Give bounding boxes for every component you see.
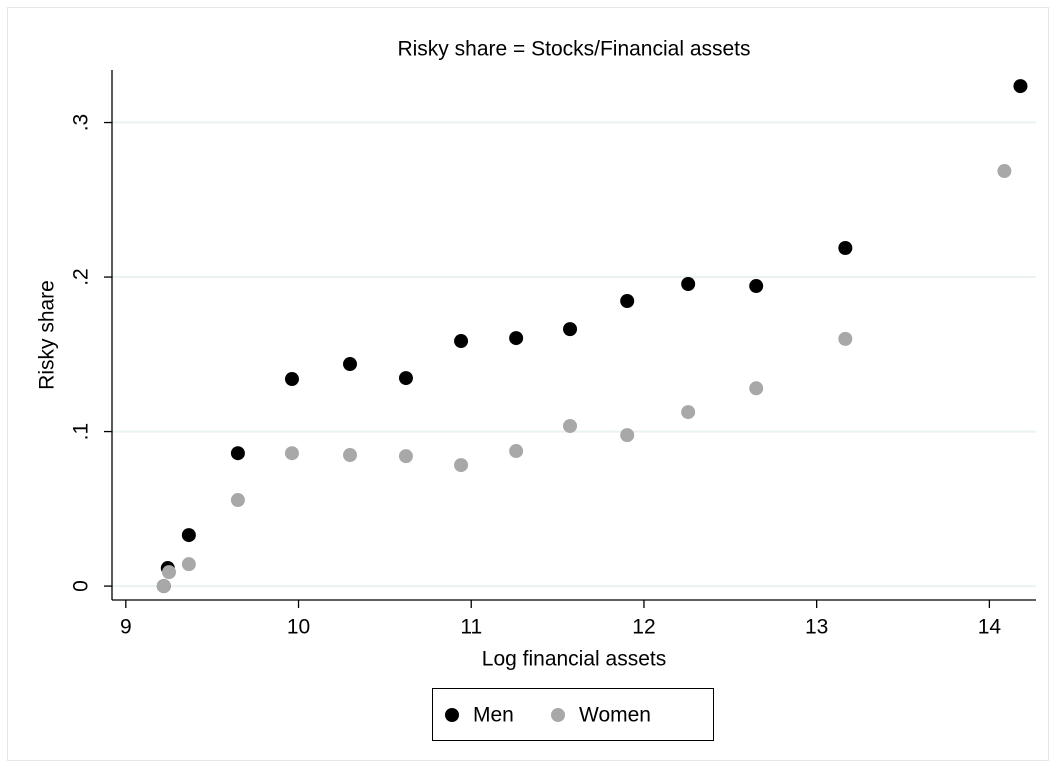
point bbox=[749, 279, 764, 294]
point bbox=[454, 334, 469, 349]
point bbox=[509, 444, 524, 459]
x-tick-label: 12 bbox=[632, 616, 655, 639]
x-tick-label: 9 bbox=[120, 616, 132, 639]
legend-marker bbox=[551, 708, 565, 722]
point bbox=[230, 446, 245, 461]
point bbox=[156, 579, 171, 594]
point bbox=[284, 372, 299, 387]
y-axis-label: Risky share bbox=[36, 280, 59, 390]
point bbox=[181, 528, 196, 543]
x-tick-label: 10 bbox=[287, 616, 310, 639]
legend-label: Women bbox=[579, 704, 651, 727]
y-tick-label: .3 bbox=[70, 114, 93, 132]
point bbox=[398, 371, 413, 386]
point bbox=[1013, 79, 1028, 94]
legend-marker bbox=[445, 708, 459, 722]
point bbox=[563, 322, 578, 337]
point bbox=[454, 458, 469, 473]
point bbox=[284, 446, 299, 461]
point bbox=[620, 428, 635, 443]
point bbox=[161, 565, 176, 580]
x-tick-label: 13 bbox=[805, 616, 828, 639]
point bbox=[342, 357, 357, 372]
point bbox=[509, 331, 524, 346]
legend-box bbox=[432, 688, 714, 741]
point bbox=[838, 241, 853, 256]
x-tick-label: 14 bbox=[978, 616, 1002, 639]
point bbox=[620, 294, 635, 309]
point bbox=[230, 493, 245, 508]
point bbox=[342, 448, 357, 463]
point bbox=[681, 405, 696, 420]
point bbox=[681, 277, 696, 292]
x-tick-label: 11 bbox=[460, 616, 482, 639]
legend-label: Men bbox=[473, 704, 514, 727]
y-tick-label: .1 bbox=[70, 423, 93, 441]
chart-title: Risky share = Stocks/Financial assets bbox=[397, 38, 750, 61]
y-tick-label: .2 bbox=[70, 268, 93, 286]
point bbox=[838, 331, 853, 346]
graph-region bbox=[7, 7, 1049, 761]
point bbox=[563, 419, 578, 434]
x-axis-label: Log financial assets bbox=[482, 648, 666, 671]
point bbox=[749, 381, 764, 396]
point bbox=[997, 164, 1012, 179]
y-tick-label: 0 bbox=[70, 580, 93, 592]
point bbox=[398, 449, 413, 464]
point bbox=[181, 557, 196, 572]
